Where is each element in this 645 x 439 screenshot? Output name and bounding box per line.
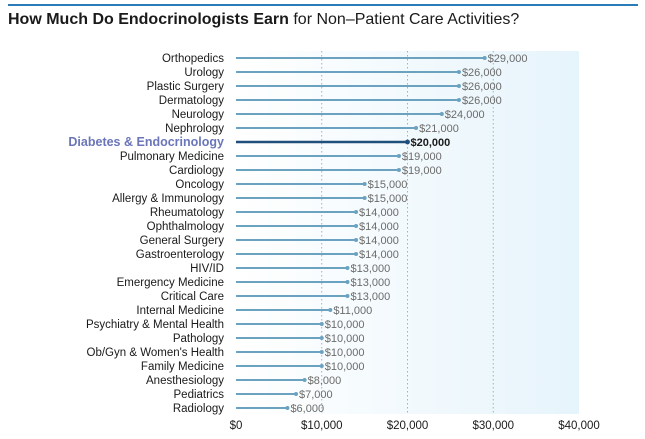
category-label-oncology: Oncology (175, 179, 224, 191)
bar-end-plastic-surgery (456, 84, 461, 88)
value-label-general-surgery: $14,000 (359, 235, 399, 247)
bar-end-general-surgery (354, 238, 359, 242)
value-label-neurology: $24,000 (445, 109, 485, 121)
bar-end-psychiatry-and-mental-health (319, 322, 324, 326)
bar-end-ophthalmology (354, 224, 359, 228)
category-label-general-surgery: General Surgery (140, 235, 225, 247)
value-label-nephrology: $21,000 (419, 123, 459, 135)
x-tick-label: $30,000 (472, 420, 514, 432)
category-label-diabetes-and-endocrinology: Diabetes & Endocrinology (68, 135, 224, 149)
chart-title-rest: for Non–Patient Care Activities? (293, 11, 520, 28)
value-label-dermatology: $26,000 (462, 95, 502, 107)
value-label-family-medicine: $10,000 (325, 361, 365, 373)
value-label-psychiatry-and-mental-health: $10,000 (325, 319, 365, 331)
bar-end-rheumatology (354, 210, 359, 214)
value-label-hiv-id: $13,000 (350, 263, 390, 275)
value-label-pediatrics: $7,000 (299, 389, 333, 401)
category-label-pulmonary-medicine: Pulmonary Medicine (120, 151, 224, 163)
chart-title-bold: How Much Do Endocrinologists Earn (8, 11, 289, 28)
category-label-ophthalmology: Ophthalmology (147, 221, 225, 233)
bar-end-dermatology (456, 98, 461, 102)
value-label-ob-gyn-and-women-s-health: $10,000 (325, 347, 365, 359)
category-label-pediatrics: Pediatrics (174, 389, 225, 401)
bar-end-allergy-and-immunology (362, 196, 367, 200)
value-label-rheumatology: $14,000 (359, 207, 399, 219)
value-label-cardiology: $19,000 (402, 165, 442, 177)
category-label-radiology: Radiology (173, 403, 224, 415)
value-label-gastroenterology: $14,000 (359, 249, 399, 261)
category-label-gastroenterology: Gastroenterology (136, 249, 224, 261)
title-rule (8, 4, 638, 6)
category-label-dermatology: Dermatology (159, 95, 224, 107)
x-tick-label: $40,000 (558, 420, 600, 432)
bar-end-hiv-id (345, 266, 350, 270)
value-label-critical-care: $13,000 (350, 291, 390, 303)
value-label-pulmonary-medicine: $19,000 (402, 151, 442, 163)
bar-end-pulmonary-medicine (396, 154, 401, 158)
bar-end-cardiology (396, 168, 401, 172)
x-tick-label: $20,000 (387, 420, 429, 432)
category-label-internal-medicine: Internal Medicine (136, 305, 224, 317)
category-label-hiv-id: HIV/ID (190, 263, 224, 275)
category-label-emergency-medicine: Emergency Medicine (117, 277, 224, 289)
bar-end-critical-care (345, 294, 350, 298)
bar-end-ob-gyn-and-women-s-health (319, 350, 324, 354)
category-label-cardiology: Cardiology (169, 165, 224, 177)
value-label-oncology: $15,000 (368, 179, 408, 191)
x-tick-label: $0 (230, 420, 243, 432)
category-label-allergy-and-immunology: Allergy & Immunology (112, 193, 224, 205)
value-label-urology: $26,000 (462, 67, 502, 79)
bar-end-urology (456, 70, 461, 74)
category-label-family-medicine: Family Medicine (141, 361, 224, 373)
bar-end-diabetes-and-endocrinology (405, 139, 410, 145)
bar-end-anesthesiology (302, 378, 307, 382)
bar-end-radiology (285, 406, 290, 410)
bar-end-oncology (362, 182, 367, 186)
category-label-pathology: Pathology (173, 333, 224, 345)
bar-end-gastroenterology (354, 252, 359, 256)
value-label-orthopedics: $29,000 (488, 53, 528, 65)
bar-end-family-medicine (319, 364, 324, 368)
bar-end-pathology (319, 336, 324, 340)
x-tick-label: $10,000 (301, 420, 343, 432)
value-label-emergency-medicine: $13,000 (350, 277, 390, 289)
chart-title: How Much Do Endocrinologists Earn for No… (8, 11, 638, 29)
bar-end-emergency-medicine (345, 280, 350, 284)
value-label-radiology: $6,000 (290, 403, 324, 415)
category-label-orthopedics: Orthopedics (162, 53, 224, 65)
category-label-anesthesiology: Anesthesiology (146, 375, 224, 387)
bar-end-nephrology (414, 126, 419, 130)
value-label-pathology: $10,000 (325, 333, 365, 345)
value-label-anesthesiology: $8,000 (308, 375, 342, 387)
category-label-ob-gyn-and-women-s-health: Ob/Gyn & Women's Health (87, 347, 224, 359)
bar-end-internal-medicine (328, 308, 333, 312)
category-label-psychiatry-and-mental-health: Psychiatry & Mental Health (86, 319, 224, 331)
value-label-allergy-and-immunology: $15,000 (368, 193, 408, 205)
value-label-ophthalmology: $14,000 (359, 221, 399, 233)
value-label-plastic-surgery: $26,000 (462, 81, 502, 93)
category-label-neurology: Neurology (172, 109, 225, 121)
bar-end-pediatrics (294, 392, 299, 396)
value-label-diabetes-and-endocrinology: $20,000 (411, 137, 451, 149)
bar-end-neurology (439, 112, 444, 116)
value-label-internal-medicine: $11,000 (333, 305, 372, 317)
category-label-rheumatology: Rheumatology (150, 207, 224, 219)
category-label-critical-care: Critical Care (161, 291, 224, 303)
category-label-urology: Urology (184, 67, 224, 79)
category-label-plastic-surgery: Plastic Surgery (147, 81, 225, 93)
category-label-nephrology: Nephrology (165, 123, 224, 135)
bar-end-orthopedics (482, 56, 487, 60)
